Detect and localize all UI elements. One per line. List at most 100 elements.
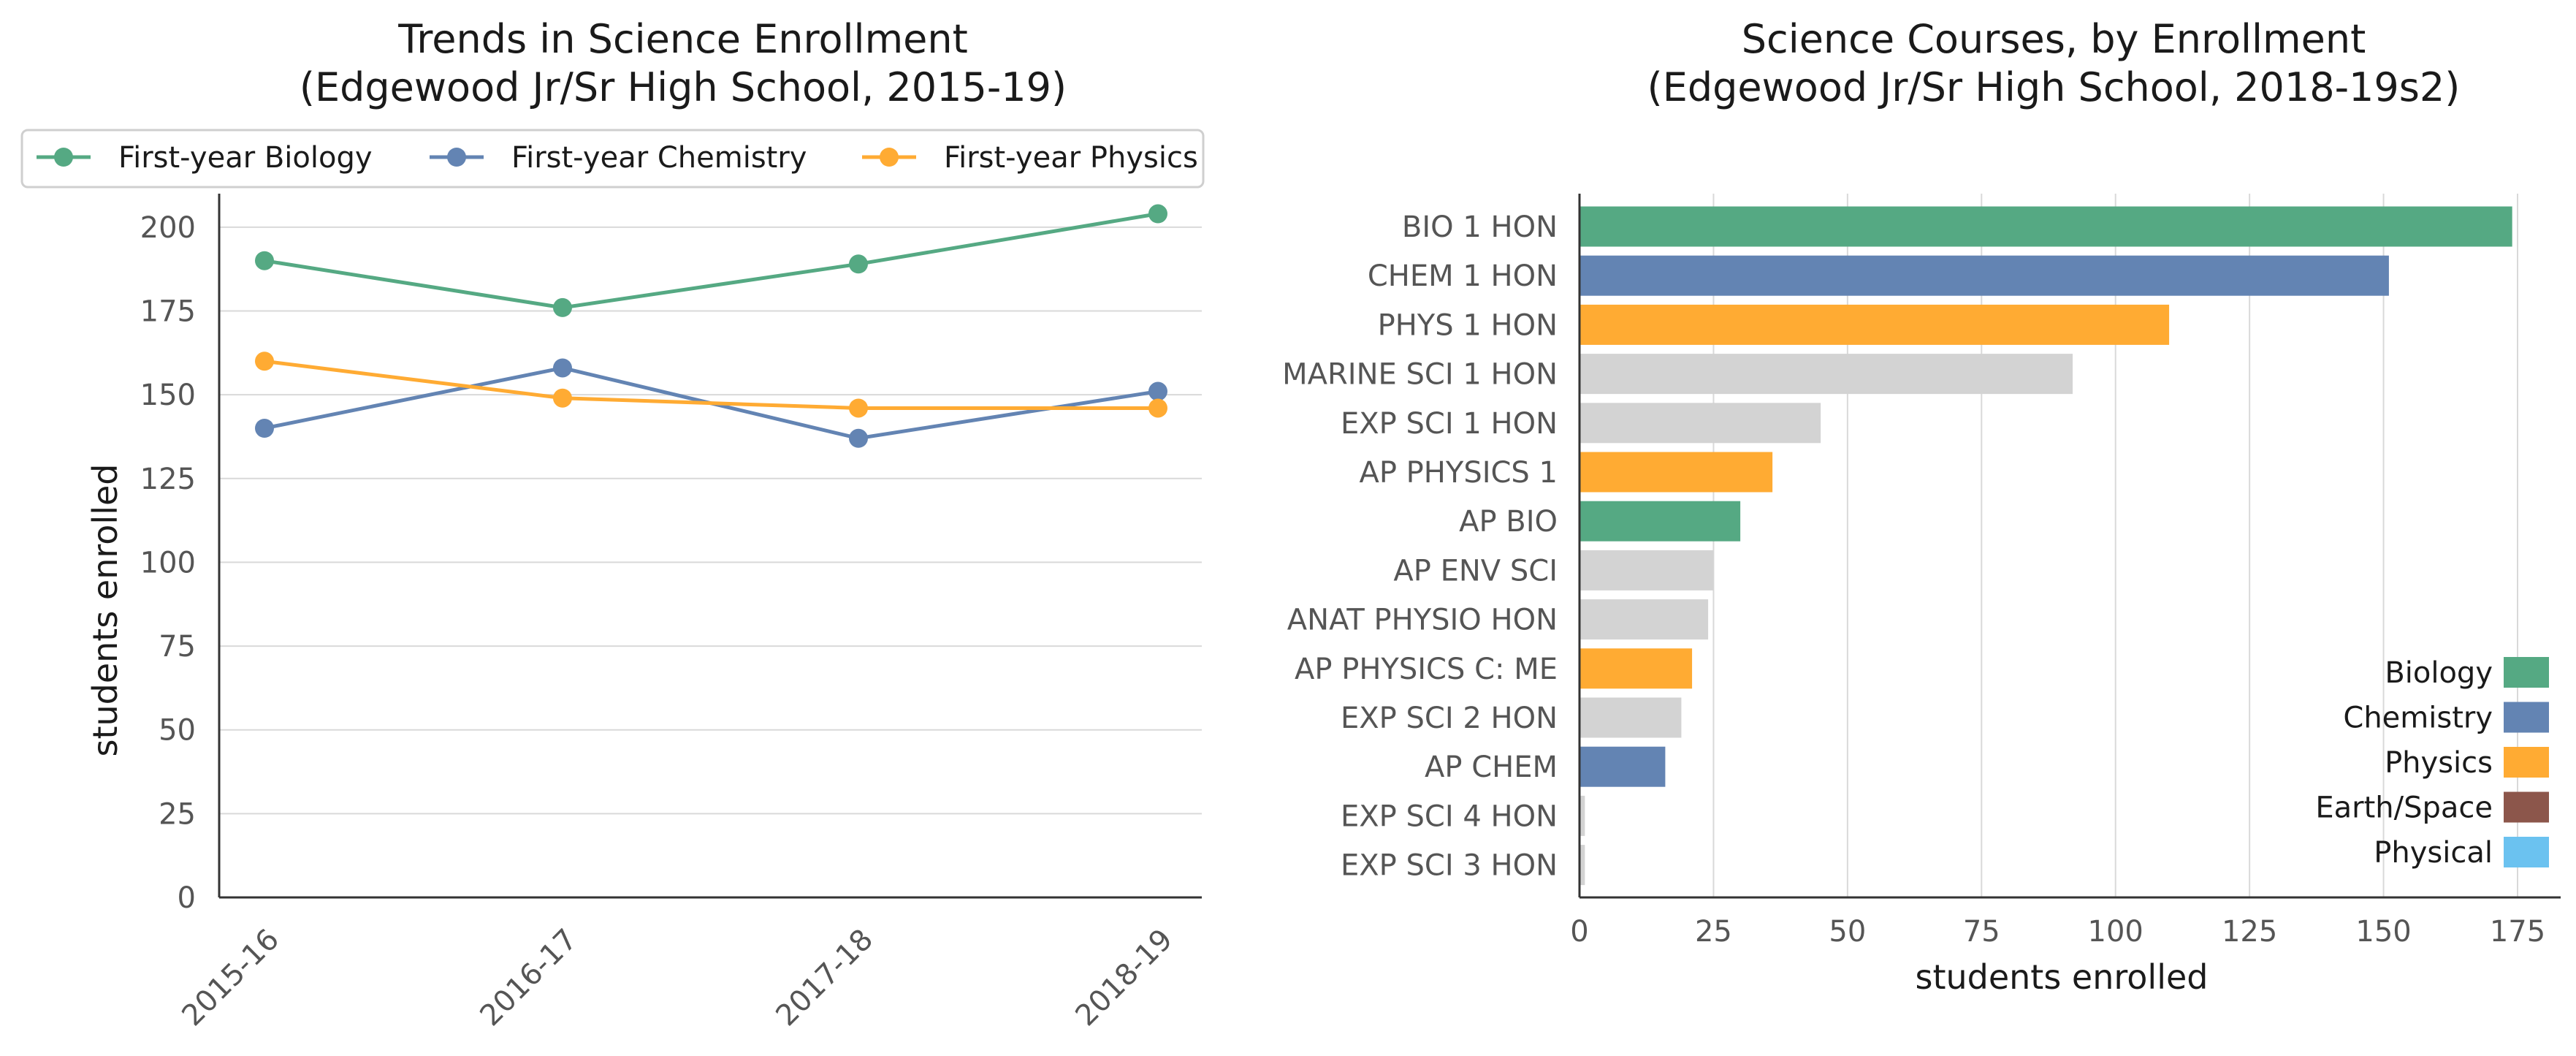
x-tick-label: 2018-19 bbox=[1069, 923, 1179, 1033]
x-tick-label: 175 bbox=[2490, 915, 2545, 949]
bar-chart-title-1: Science Courses, by Enrollment bbox=[1742, 16, 2366, 62]
legend-swatch-physical bbox=[2504, 837, 2549, 867]
category-label: EXP SCI 1 HON bbox=[1341, 407, 1558, 441]
legend-marker-first-year-biology bbox=[54, 148, 73, 167]
data-point-first-year-chemistry bbox=[1148, 381, 1167, 401]
legend-label-first-year-physics: First-year Physics bbox=[944, 141, 1198, 175]
line-chart-x-ticks: 2015-16 2016-17 2017-18 2018-19 bbox=[175, 923, 1179, 1033]
line-chart-title-2: (Edgewood Jr/Sr High School, 2015-19) bbox=[300, 64, 1067, 110]
category-label: AP PHYSICS 1 bbox=[1359, 456, 1558, 490]
x-tick-label: 150 bbox=[2355, 915, 2411, 949]
legend-label-chemistry: Chemistry bbox=[2343, 702, 2493, 735]
line-chart-legend: First-year Biology First-year Chemistry Fi… bbox=[20, 129, 1205, 189]
data-point-first-year-biology bbox=[255, 251, 274, 270]
bar-chart-legend: Biology Chemistry Physics Earth/Space Physic… bbox=[2315, 656, 2549, 870]
data-point-first-year-biology bbox=[553, 297, 572, 317]
bar-exp-sci-2-hon bbox=[1579, 697, 1682, 738]
data-point-first-year-biology bbox=[1148, 204, 1167, 224]
line-chart-title-1: Trends in Science Enrollment bbox=[397, 16, 968, 62]
bar-chem-1-hon bbox=[1579, 255, 2389, 296]
y-tick-label: 0 bbox=[178, 881, 196, 915]
legend-swatch-biology bbox=[2504, 657, 2549, 688]
legend-marker-first-year-chemistry bbox=[447, 148, 466, 167]
bar-chart-bars bbox=[1579, 206, 2512, 886]
y-tick-label: 75 bbox=[159, 630, 196, 664]
category-label: EXP SCI 4 HON bbox=[1341, 799, 1558, 833]
x-tick-label: 0 bbox=[1570, 915, 1588, 949]
y-tick-label: 200 bbox=[140, 211, 196, 245]
bar-chart: Science Courses, by Enrollment (Edgewood… bbox=[1282, 16, 2561, 997]
line-chart-grid bbox=[219, 226, 1202, 815]
line-chart-y-ticks: 0 25 50 75 100 125 150 175 200 bbox=[140, 211, 196, 915]
data-point-first-year-physics bbox=[1148, 398, 1167, 418]
bar-ap-physics-1 bbox=[1579, 452, 1773, 493]
legend-label-biology: Biology bbox=[2385, 656, 2493, 690]
bar-ap-physics-c-me bbox=[1579, 648, 1693, 689]
line-chart-axes bbox=[218, 194, 1202, 899]
category-label: BIO 1 HON bbox=[1402, 210, 1558, 244]
x-tick-label: 100 bbox=[2088, 915, 2144, 949]
category-label: EXP SCI 3 HON bbox=[1341, 849, 1558, 883]
x-tick-label: 125 bbox=[2222, 915, 2277, 949]
bar-ap-bio bbox=[1579, 501, 1741, 542]
x-tick-label: 50 bbox=[1829, 915, 1866, 949]
category-label: MARINE SCI 1 HON bbox=[1282, 358, 1558, 392]
legend-label-first-year-biology: First-year Biology bbox=[118, 141, 373, 175]
legend-label-earth-space: Earth/Space bbox=[2315, 791, 2493, 825]
bar-bio-1-hon bbox=[1579, 206, 2512, 247]
category-label: AP PHYSICS C: ME bbox=[1295, 653, 1558, 686]
series-line-first-year-physics bbox=[264, 359, 1158, 410]
legend-swatch-physics bbox=[2504, 747, 2549, 778]
bar-ap-chem bbox=[1579, 746, 1666, 787]
data-point-first-year-physics bbox=[553, 388, 572, 408]
category-label: ANAT PHYSIO HON bbox=[1287, 604, 1558, 637]
bar-exp-sci-4-hon bbox=[1579, 795, 1585, 836]
category-label: AP CHEM bbox=[1425, 751, 1558, 784]
legend-swatch-earth-space bbox=[2504, 791, 2549, 823]
data-point-first-year-chemistry bbox=[553, 358, 572, 378]
data-point-first-year-chemistry bbox=[849, 428, 868, 448]
bar-chart-category-labels: BIO 1 HON CHEM 1 HON PHYS 1 HON MARINE SCI … bbox=[1282, 210, 1558, 883]
x-tick-label: 2016-17 bbox=[473, 923, 584, 1033]
category-label: AP ENV SCI bbox=[1393, 554, 1558, 588]
category-label: AP BIO bbox=[1459, 505, 1558, 539]
bar-chart-x-axis-label: students enrolled bbox=[1916, 957, 2209, 997]
data-point-first-year-biology bbox=[849, 254, 868, 274]
line-chart: Trends in Science Enrollment (Edgewood J… bbox=[20, 16, 1205, 1033]
bar-chart-title-2: (Edgewood Jr/Sr High School, 2018-19s2) bbox=[1647, 64, 2461, 110]
y-tick-label: 25 bbox=[159, 797, 196, 831]
category-label: EXP SCI 2 HON bbox=[1341, 702, 1558, 735]
legend-frame bbox=[20, 129, 1205, 189]
legend-swatch-chemistry bbox=[2504, 702, 2549, 733]
series-line-first-year-biology bbox=[264, 212, 1159, 310]
data-point-first-year-physics bbox=[255, 352, 274, 371]
category-label: PHYS 1 HON bbox=[1378, 308, 1558, 342]
x-tick-label: 75 bbox=[1963, 915, 2000, 949]
x-tick-label: 25 bbox=[1695, 915, 1732, 949]
category-label: CHEM 1 HON bbox=[1368, 259, 1558, 293]
y-tick-label: 150 bbox=[140, 379, 196, 412]
legend-label-first-year-chemistry: First-year Chemistry bbox=[511, 141, 807, 175]
bar-exp-sci-3-hon bbox=[1579, 845, 1585, 886]
legend-label-physical: Physical bbox=[2374, 836, 2493, 870]
line-chart-y-axis-label: students enrolled bbox=[85, 464, 125, 757]
legend-label-physics: Physics bbox=[2385, 746, 2493, 780]
data-point-first-year-chemistry bbox=[255, 419, 274, 438]
bar-marine-sci-1-hon bbox=[1579, 354, 2073, 395]
bar-chart-axes bbox=[1578, 194, 2561, 899]
bar-ap-env-sci bbox=[1579, 550, 1714, 590]
y-tick-label: 175 bbox=[140, 295, 196, 329]
y-tick-label: 125 bbox=[140, 463, 196, 496]
line-chart-series bbox=[255, 204, 1167, 448]
data-point-first-year-physics bbox=[849, 398, 868, 418]
y-tick-label: 50 bbox=[159, 714, 196, 748]
y-tick-label: 100 bbox=[140, 546, 196, 580]
bar-exp-sci-1-hon bbox=[1579, 403, 1821, 444]
bar-anat-physio-hon bbox=[1579, 599, 1709, 640]
x-tick-label: 2015-16 bbox=[175, 923, 286, 1033]
x-tick-label: 2017-18 bbox=[769, 923, 880, 1033]
bar-chart-x-ticks: 0 25 50 75 100 125 150 175 bbox=[1570, 915, 2545, 949]
bar-phys-1-hon bbox=[1579, 304, 2170, 345]
legend-marker-first-year-physics bbox=[880, 148, 899, 167]
